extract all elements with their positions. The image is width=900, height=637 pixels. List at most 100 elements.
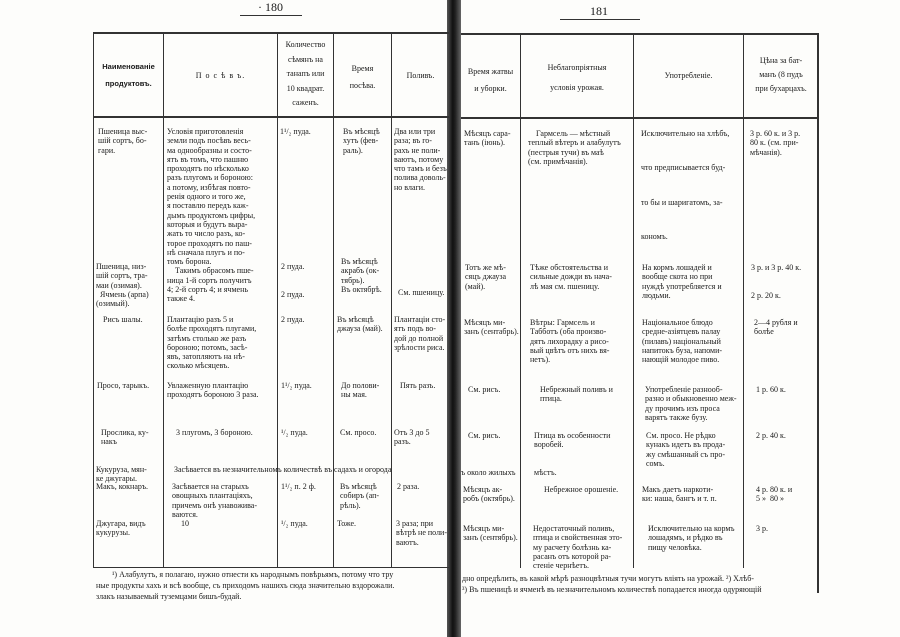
- cell-sowing-time: До полови- ны мая.: [341, 381, 380, 400]
- column-rule: [817, 33, 819, 593]
- cell-seed-quantity: ¹/₂ пуда.: [281, 428, 308, 437]
- header-harvest-time: Время жатвы и уборки.: [467, 67, 514, 93]
- cell-usage: Національное блюдо средне-азіятцевъ пала…: [642, 318, 723, 365]
- header-watering: Поливъ.: [406, 71, 435, 80]
- cell-sowing-time: Въ мѣсяцѣ акрабъ (ок- тябрь). Въ октябрѣ…: [341, 257, 382, 294]
- cell-seed-quantity: 1¹/₂ п. 2 ф.: [281, 482, 316, 491]
- cell-watering: Плантаціи сто- ятъ подъ во- дой до полно…: [394, 315, 446, 352]
- header-rule: [93, 116, 449, 118]
- cell-adverse-conditions: Птица въ особенности воробей.: [534, 431, 611, 450]
- cell-seed-quantity: 1¹/₂ пуда.: [280, 127, 311, 136]
- cell-sowing-time: Въ мѣсяцѣ хутъ (фев- раль).: [343, 127, 380, 155]
- column-rule: [333, 32, 334, 568]
- cell-usage: На кормъ лошадей и вообще скота но при н…: [642, 263, 722, 300]
- cell-seed-quantity: 2 пуда.: [281, 315, 305, 324]
- cell-product: Макъ, кокнаръ.: [96, 482, 149, 491]
- cell-watering: Два или три раза; въ го- рахъ не поли- в…: [394, 127, 447, 192]
- cell-adverse-conditions: Вѣтры: Гармсель и Табботъ (оба произво- …: [530, 318, 610, 365]
- cell-price: 2—4 рубля и болѣе: [754, 318, 798, 337]
- cell-harvest-time: Мѣсяцъ ми- занъ (сентябрь).: [463, 524, 518, 543]
- column-rule: [93, 32, 94, 568]
- cell-sowing: Плантацію разъ 5 и болѣе проходятъ плуга…: [167, 315, 257, 371]
- cell-harvest-time: Мѣсяцъ ак- робъ (октябрь).: [463, 485, 515, 504]
- cell-price: 1 р. 60 к.: [756, 385, 786, 394]
- header-product-name: Наименованіе продуктовъ.: [102, 62, 155, 88]
- book-binding: [447, 0, 461, 637]
- cell-product: Просо, тарыкъ.: [97, 381, 150, 390]
- cell-spanning-note: мѣстъ.: [534, 468, 557, 477]
- cell-seed-quantity: 2 пуда. 2 пуда.: [281, 262, 305, 299]
- cell-product: Пшеница, низ- шій сортъ, тра- маи (озима…: [96, 262, 149, 309]
- cell-watering: 3 раза; при вѣтрѣ не поли- ваютъ.: [396, 519, 448, 547]
- cell-sowing-time: Тоже.: [337, 519, 357, 528]
- header-adverse-conditions: Неблагопріятныя условія урожая.: [547, 63, 607, 92]
- column-rule: [520, 33, 521, 568]
- cell-sowing: 3 плугомъ, 3 бороною.: [176, 428, 253, 437]
- cell-spanning-note: ъ около жилыхъ: [461, 468, 516, 477]
- header-usage: Употребленіе.: [664, 71, 713, 80]
- cell-product: Джугара, видъ кукурузы.: [96, 519, 146, 538]
- footnote-line: злакъ называемый туземцами бишъ-будай.: [96, 592, 242, 601]
- cell-watering: Отъ 3 до 5 разъ.: [394, 428, 430, 447]
- cell-product: Прослика, ку- накъ: [101, 428, 149, 447]
- cell-sowing: Увлаженную плантацію проходятъ бороною 3…: [167, 381, 259, 400]
- column-rule: [743, 33, 744, 568]
- cell-adverse-conditions: Тѣже обстоятельства и сильные дожди въ н…: [530, 263, 612, 291]
- cell-adverse-conditions: Небрежное орошеніе.: [544, 485, 619, 494]
- footnote-line: ¹) Алабулутъ, я полагаю, нужно отнести к…: [112, 570, 394, 579]
- header-rule: [461, 117, 818, 119]
- cell-seed-quantity: ¹/₂ пуда.: [281, 519, 308, 528]
- cell-product: Рисъ шалы.: [103, 315, 143, 324]
- cell-price: 2 р. 40 к.: [756, 431, 786, 440]
- cell-usage: Исключительно на кормъ лошадямъ, и рѣдко…: [648, 524, 735, 552]
- header-sowing-time: Время посѣва.: [349, 64, 376, 90]
- cell-sowing: Условія приготовленія земли подъ посѣвъ …: [167, 127, 256, 304]
- cell-adverse-conditions: Небрежный поливъ и птица.: [540, 385, 613, 404]
- header-seed-quantity: Количество сѣмянъ на танапъ или 10 квадр…: [285, 40, 326, 107]
- cell-watering: 2 раза.: [397, 482, 420, 491]
- column-rule: [633, 33, 634, 568]
- footnote-line: ные продукты хахъ и всѣ вообще, съ прихо…: [96, 581, 395, 590]
- column-rule: [163, 32, 164, 568]
- cell-price: 3 р.: [756, 524, 768, 533]
- table-bottom-rule: [93, 567, 449, 568]
- cell-harvest-time: Мѣсяцъ сара- танъ (іюнь).: [464, 129, 511, 148]
- cell-harvest-time: Мѣсяцъ ми- занъ (сентабрь).: [464, 318, 519, 337]
- cell-harvest-time: Тотъ же мѣ- сяцъ джауза (май).: [465, 263, 507, 291]
- cell-watering: Пять разъ.: [400, 381, 436, 390]
- cell-usage: Исключительно на хлѣбъ, что предписывает…: [641, 129, 730, 242]
- cell-usage: Употребленіе разнооб- разно и обыкновенн…: [645, 385, 737, 422]
- column-rule: [391, 32, 392, 568]
- cell-harvest-time: См. рисъ.: [468, 385, 501, 394]
- header-price: Цѣна за бат- манъ (8 пудъ при бухарцахъ.: [755, 56, 807, 93]
- cell-spanning-note: Засѣвается въ незначительномъ количествѣ…: [174, 465, 392, 474]
- cell-sowing: Засѣвается на старыхъ овощныхъ плантація…: [172, 482, 258, 519]
- cell-watering: См. пшеницу.: [398, 288, 445, 297]
- cell-usage: Макъ даетъ наркоти- ки: наша, бангъ и т.…: [642, 485, 717, 504]
- cell-price: 3 р. и 3 р. 40 к. 2 р. 20 к.: [751, 263, 802, 300]
- header-sowing: П о с ѣ в ъ.: [195, 71, 246, 80]
- cell-product: Кукуруза, мян- ке джугары.: [96, 465, 147, 484]
- page-number-left: · 180: [258, 0, 283, 14]
- cell-adverse-conditions: Недостаточный поливъ, птица и свойственн…: [533, 524, 623, 571]
- cell-adverse-conditions: Гармсель — мѣстный теплый вѣтеръ и алабу…: [528, 129, 621, 166]
- footnote-line: дно опредѣлить, въ какой мѣрѣ разноцвѣтн…: [462, 574, 754, 583]
- table-top-rule: [93, 32, 449, 34]
- cell-sowing-time: См. просо.: [340, 428, 377, 437]
- cell-product: Пшеница выс- шій сортъ, бо- гари.: [98, 127, 148, 155]
- cell-sowing-time: Въ мѣсяцѣ собиръ (ап- рѣль).: [340, 482, 380, 510]
- divider: [560, 19, 640, 20]
- cell-sowing: 10: [181, 519, 189, 528]
- cell-price: 4 р. 80 к. и 5 » 80 »: [756, 485, 793, 504]
- cell-price: 3 р. 60 к. и 3 р. 80 к. (см. при- мѣчані…: [750, 129, 801, 157]
- footnote-line: ³) Въ пшеницѣ и ячменѣ въ незначительном…: [462, 585, 762, 594]
- cell-sowing-time: Въ мѣсяцѣ джауза (май).: [337, 315, 383, 334]
- cell-usage: См. просо. Не рѣдко кунакъ идетъ въ прод…: [646, 431, 726, 468]
- cell-harvest-time: См. рисъ.: [468, 431, 501, 440]
- column-rule: [277, 32, 278, 568]
- table-top-rule: [461, 33, 818, 35]
- cell-seed-quantity: 1¹/₂ пуда.: [281, 381, 312, 390]
- page-number-right: 181: [590, 4, 608, 18]
- divider: [240, 15, 302, 16]
